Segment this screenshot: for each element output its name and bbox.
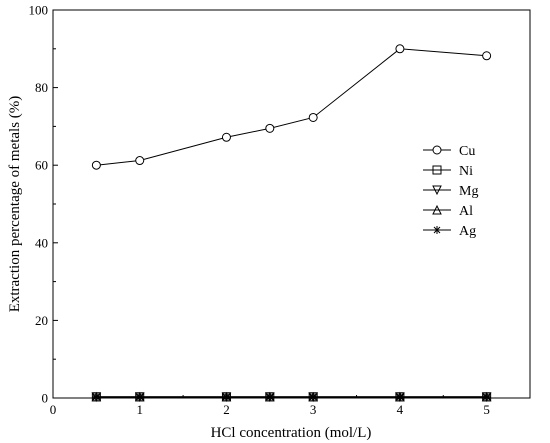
x-tick-label: 2 — [223, 402, 230, 417]
legend-label: Ni — [459, 164, 473, 179]
y-tick-label: 20 — [35, 313, 48, 328]
y-tick-label: 80 — [35, 80, 48, 95]
legend-item-al: Al — [423, 204, 473, 219]
legend-marker — [432, 165, 442, 175]
x-tick-label: 3 — [310, 402, 317, 417]
legend-marker — [432, 185, 442, 196]
legend-item-cu: Cu — [423, 144, 475, 159]
legend-marker — [432, 204, 442, 215]
y-tick-label: 40 — [35, 235, 48, 250]
x-tick-label: 0 — [50, 402, 57, 417]
data-point — [91, 160, 101, 170]
series-line — [96, 48, 487, 166]
legend-label: Al — [459, 204, 473, 219]
y-axis-ticks: 0 20 40 60 80 100 — [29, 3, 58, 406]
legend-marker — [433, 226, 441, 234]
legend: Cu Ni Mg Al Ag — [423, 144, 478, 239]
data-point — [265, 123, 275, 133]
y-tick-label: 0 — [42, 391, 49, 406]
legend-item-ni: Ni — [423, 164, 473, 179]
y-axis-label: Extraction percentage of metals (%) — [7, 96, 23, 313]
x-axis-label: HCl concentration (mol/L) — [211, 425, 372, 441]
data-point — [222, 392, 231, 401]
y-tick-label: 60 — [35, 158, 48, 173]
data-point — [482, 51, 492, 61]
data-point — [309, 392, 318, 401]
legend-label: Cu — [459, 144, 475, 159]
legend-item-ag: Ag — [423, 224, 476, 239]
series-ag — [92, 392, 491, 401]
x-tick-label: 5 — [483, 402, 490, 417]
data-point — [135, 156, 145, 166]
x-tick-label: 4 — [397, 402, 404, 417]
series-layer — [91, 44, 492, 402]
data-point — [265, 392, 274, 401]
series-cu — [91, 44, 492, 170]
data-point — [482, 392, 491, 401]
legend-label: Mg — [459, 184, 478, 199]
data-point — [395, 44, 405, 54]
y-tick-label: 100 — [29, 3, 49, 18]
data-point — [308, 112, 318, 122]
legend-marker — [432, 145, 442, 155]
data-point — [135, 392, 144, 401]
legend-label: Ag — [459, 224, 476, 239]
data-point — [221, 132, 231, 142]
x-tick-label: 1 — [136, 402, 143, 417]
data-point — [395, 392, 404, 401]
legend-item-mg: Mg — [423, 184, 478, 199]
data-point — [92, 392, 101, 401]
